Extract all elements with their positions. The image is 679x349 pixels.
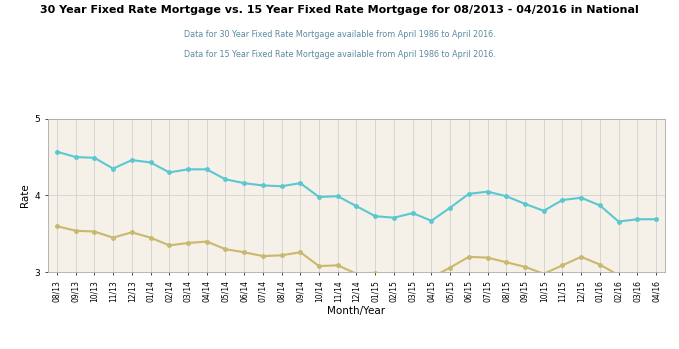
15-Year-FRM: [296, 250, 304, 254]
30-Year-FRM: [577, 196, 585, 200]
30-Year-FRM: [634, 217, 642, 221]
30-Year-FRM: [259, 183, 267, 187]
30-Year-FRM: [390, 216, 398, 220]
15-Year-FRM: [71, 229, 79, 233]
30-Year-FRM: [315, 195, 323, 199]
30-Year-FRM: [352, 204, 361, 208]
30-Year-FRM: [595, 203, 604, 208]
30-Year-FRM: [240, 181, 249, 185]
15-Year-FRM: [109, 236, 117, 240]
30-Year-FRM: [278, 184, 286, 188]
15-Year-FRM: [540, 272, 548, 276]
15-Year-FRM: [240, 250, 249, 254]
30-Year-FRM: [71, 155, 79, 159]
15-Year-FRM: [390, 273, 398, 277]
Text: 30 Year Fixed Rate Mortgage vs. 15 Year Fixed Rate Mortgage for 08/2013 - 04/201: 30 Year Fixed Rate Mortgage vs. 15 Year …: [40, 5, 639, 15]
15-Year-FRM: [558, 263, 566, 267]
15-Year-FRM: [147, 236, 155, 240]
15-Year-FRM: [614, 273, 623, 277]
30-Year-FRM: [483, 190, 492, 194]
30-Year-FRM: [558, 198, 566, 202]
30-Year-FRM: [296, 181, 304, 185]
30-Year-FRM: [409, 211, 417, 215]
15-Year-FRM: [634, 272, 642, 276]
30-Year-FRM: [165, 170, 173, 174]
30-Year-FRM: [427, 219, 435, 223]
30-Year-FRM: [128, 158, 136, 162]
15-Year-FRM: [90, 229, 98, 233]
Line: 30-Year-FRM: 30-Year-FRM: [55, 150, 658, 223]
15-Year-FRM: [221, 247, 230, 251]
15-Year-FRM: [259, 254, 267, 258]
30-Year-FRM: [652, 217, 660, 221]
15-Year-FRM: [427, 275, 435, 280]
30-Year-FRM: [521, 202, 529, 206]
30-Year-FRM: [464, 192, 473, 196]
15-Year-FRM: [409, 273, 417, 277]
15-Year-FRM: [315, 264, 323, 268]
30-Year-FRM: [53, 150, 61, 154]
15-Year-FRM: [333, 263, 342, 267]
15-Year-FRM: [278, 253, 286, 258]
30-Year-FRM: [202, 167, 210, 171]
15-Year-FRM: [521, 265, 529, 269]
15-Year-FRM: [652, 273, 660, 277]
15-Year-FRM: [464, 255, 473, 259]
30-Year-FRM: [540, 209, 548, 213]
15-Year-FRM: [371, 271, 380, 275]
Line: 15-Year-FRM: 15-Year-FRM: [55, 224, 658, 279]
15-Year-FRM: [128, 230, 136, 235]
Text: Data for 15 Year Fixed Rate Mortgage available from April 1986 to April 2016.: Data for 15 Year Fixed Rate Mortgage ava…: [183, 50, 496, 59]
30-Year-FRM: [371, 214, 380, 218]
15-Year-FRM: [446, 266, 454, 270]
X-axis label: Month/Year: Month/Year: [327, 306, 386, 316]
Text: Data for 30 Year Fixed Rate Mortgage available from April 1986 to April 2016.: Data for 30 Year Fixed Rate Mortgage ava…: [184, 30, 495, 39]
30-Year-FRM: [109, 166, 117, 171]
15-Year-FRM: [53, 224, 61, 228]
Y-axis label: Rate: Rate: [20, 184, 30, 207]
30-Year-FRM: [184, 167, 192, 171]
30-Year-FRM: [333, 194, 342, 198]
15-Year-FRM: [165, 243, 173, 247]
15-Year-FRM: [595, 262, 604, 267]
30-Year-FRM: [614, 220, 623, 224]
15-Year-FRM: [577, 255, 585, 259]
30-Year-FRM: [90, 156, 98, 160]
15-Year-FRM: [202, 239, 210, 244]
30-Year-FRM: [147, 160, 155, 164]
30-Year-FRM: [221, 177, 230, 181]
30-Year-FRM: [446, 206, 454, 210]
15-Year-FRM: [184, 241, 192, 245]
15-Year-FRM: [352, 272, 361, 276]
15-Year-FRM: [483, 255, 492, 260]
15-Year-FRM: [502, 260, 511, 264]
30-Year-FRM: [502, 194, 511, 198]
